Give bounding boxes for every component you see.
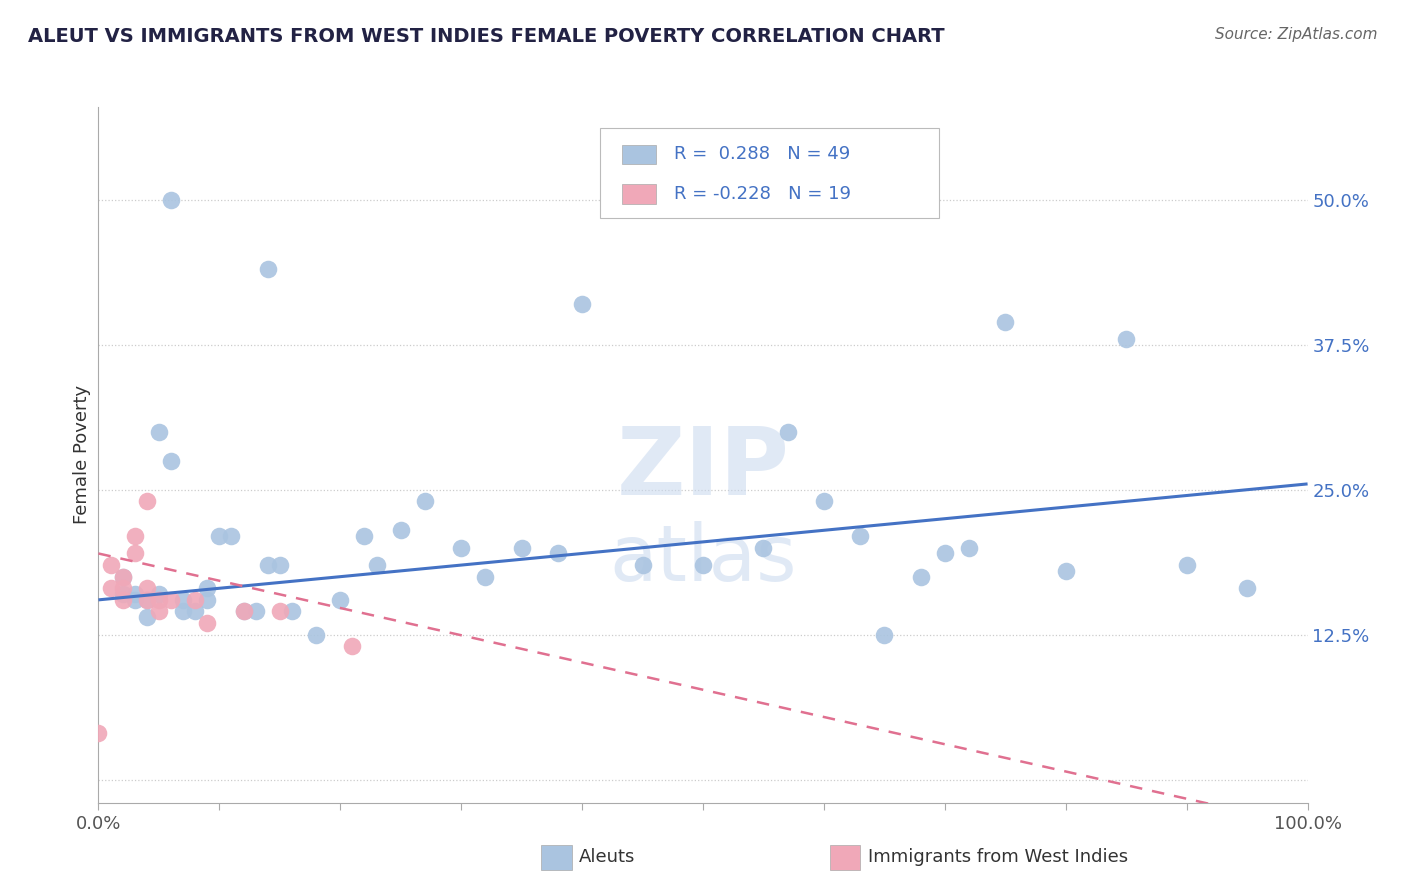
Point bbox=[100, 582, 122, 596]
Point bbox=[849, 529, 872, 543]
Point bbox=[329, 592, 352, 607]
Point bbox=[184, 592, 207, 607]
Point bbox=[547, 546, 569, 561]
Point bbox=[245, 605, 267, 619]
Point bbox=[124, 592, 146, 607]
Point bbox=[256, 558, 278, 573]
Point bbox=[1115, 332, 1137, 346]
Point bbox=[135, 610, 157, 624]
Point bbox=[195, 582, 218, 596]
Point bbox=[160, 592, 183, 607]
Point bbox=[195, 615, 218, 630]
Point bbox=[124, 529, 146, 543]
Point bbox=[111, 592, 134, 607]
Point bbox=[776, 425, 799, 439]
Point bbox=[208, 529, 231, 543]
Point bbox=[221, 529, 243, 543]
Point bbox=[813, 494, 835, 508]
Point bbox=[994, 314, 1017, 328]
Point bbox=[148, 592, 170, 607]
Point bbox=[184, 605, 207, 619]
Point bbox=[450, 541, 472, 555]
Point bbox=[631, 558, 654, 573]
Text: R = -0.228   N = 19: R = -0.228 N = 19 bbox=[673, 185, 851, 203]
Point bbox=[474, 570, 496, 584]
Text: atlas: atlas bbox=[609, 521, 797, 598]
Point bbox=[269, 558, 291, 573]
Point bbox=[934, 546, 956, 561]
Text: Aleuts: Aleuts bbox=[579, 848, 636, 866]
Point bbox=[172, 605, 194, 619]
Point bbox=[172, 592, 194, 607]
Point bbox=[413, 494, 436, 508]
Point bbox=[135, 494, 157, 508]
Text: ZIP: ZIP bbox=[617, 423, 789, 515]
Point bbox=[87, 726, 110, 740]
Point bbox=[111, 570, 134, 584]
Point bbox=[269, 605, 291, 619]
Point bbox=[571, 297, 593, 311]
Point bbox=[389, 523, 412, 537]
Point bbox=[135, 582, 157, 596]
Text: Source: ZipAtlas.com: Source: ZipAtlas.com bbox=[1215, 27, 1378, 42]
Point bbox=[957, 541, 980, 555]
Point bbox=[256, 262, 278, 277]
Point bbox=[135, 592, 157, 607]
Point bbox=[752, 541, 775, 555]
Point bbox=[873, 628, 896, 642]
Point bbox=[366, 558, 388, 573]
Point bbox=[305, 628, 328, 642]
Text: R =  0.288   N = 49: R = 0.288 N = 49 bbox=[673, 145, 851, 163]
FancyBboxPatch shape bbox=[621, 185, 655, 203]
Point bbox=[148, 605, 170, 619]
Point bbox=[148, 425, 170, 439]
Point bbox=[353, 529, 375, 543]
Point bbox=[232, 605, 254, 619]
Y-axis label: Female Poverty: Female Poverty bbox=[73, 385, 91, 524]
Point bbox=[160, 193, 183, 207]
Point bbox=[111, 582, 134, 596]
Text: Immigrants from West Indies: Immigrants from West Indies bbox=[868, 848, 1128, 866]
Point bbox=[342, 639, 364, 653]
Point bbox=[124, 587, 146, 601]
Text: ALEUT VS IMMIGRANTS FROM WEST INDIES FEMALE POVERTY CORRELATION CHART: ALEUT VS IMMIGRANTS FROM WEST INDIES FEM… bbox=[28, 27, 945, 45]
FancyBboxPatch shape bbox=[600, 128, 939, 219]
Point bbox=[195, 592, 218, 607]
Point bbox=[111, 587, 134, 601]
Point bbox=[1236, 582, 1258, 596]
Point bbox=[1054, 564, 1077, 578]
Point bbox=[910, 570, 932, 584]
Point bbox=[124, 546, 146, 561]
Point bbox=[111, 570, 134, 584]
Point bbox=[281, 605, 304, 619]
FancyBboxPatch shape bbox=[621, 145, 655, 164]
Point bbox=[135, 592, 157, 607]
Point bbox=[232, 605, 254, 619]
Point bbox=[1175, 558, 1198, 573]
Point bbox=[160, 453, 183, 467]
Point bbox=[510, 541, 533, 555]
Point bbox=[692, 558, 714, 573]
Point bbox=[148, 587, 170, 601]
Point bbox=[100, 558, 122, 573]
